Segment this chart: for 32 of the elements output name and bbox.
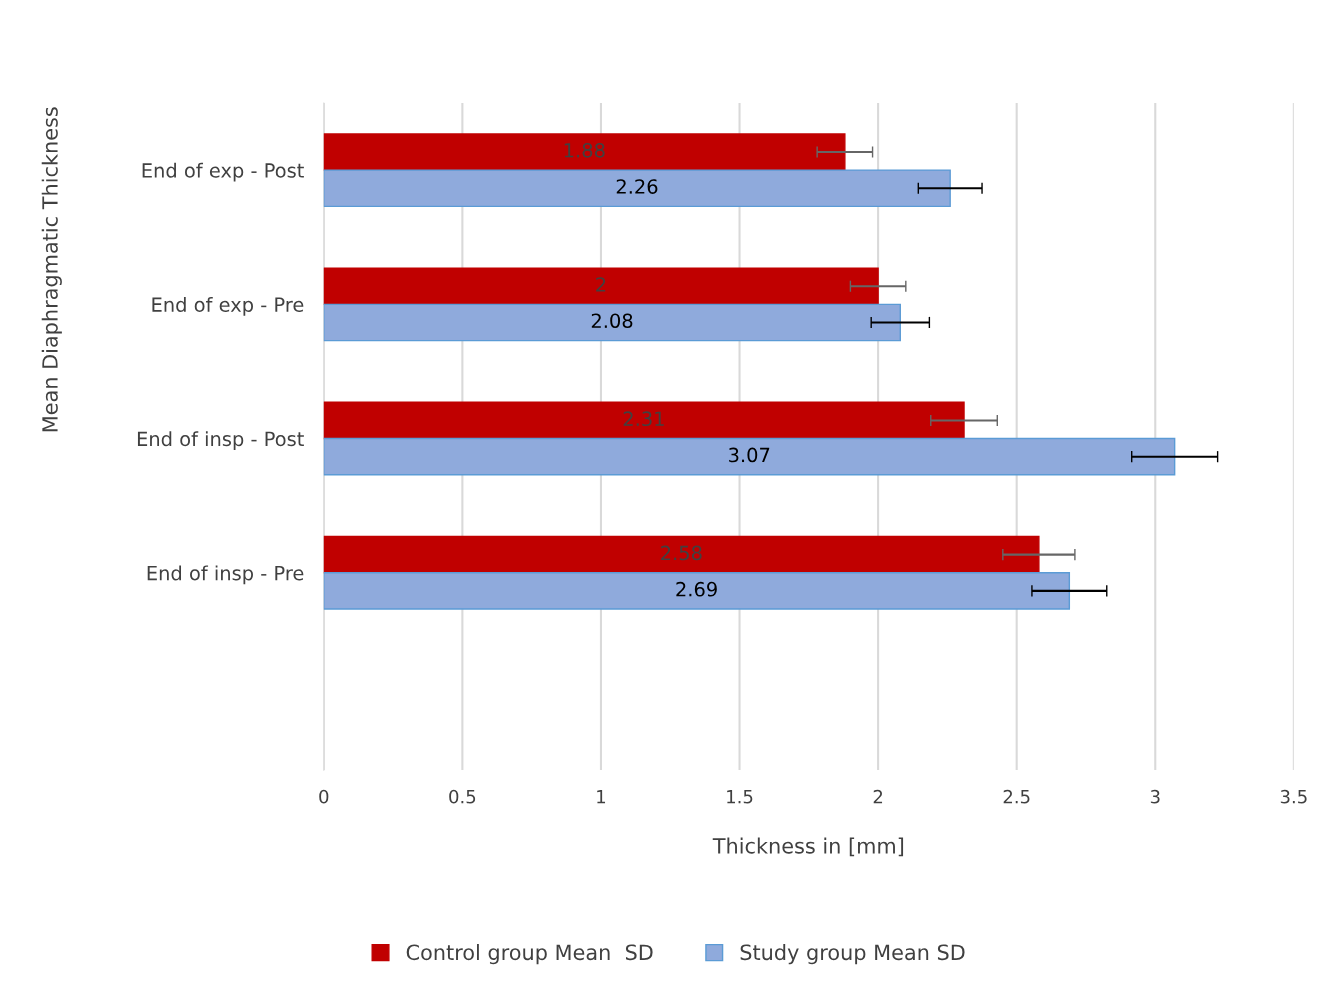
x-tick-label: 3.5 [1280,789,1307,804]
bar [323,572,1071,610]
y-tick-label: End of exp - Pre [152,296,304,316]
x-tick-label: 0.5 [449,789,476,804]
legend-label: Study group Mean SD [740,944,965,965]
y-tick-label: End of insp - Post [137,431,304,450]
bar [323,437,1176,476]
data-label: 2.58 [661,545,702,561]
x-tick-label: 1.5 [727,790,753,804]
x-tick-label: 1 [597,790,606,804]
x-tick-label: 3 [1150,789,1160,804]
data-label: 3.07 [729,447,770,463]
data-label: 2.69 [676,581,717,597]
legend-label: Control group Mean SD [406,944,653,965]
bar [323,535,1040,574]
x-tick-label: 0 [319,789,329,804]
data-label: 2.08 [591,313,633,329]
x-tick-label: 2 [873,789,883,804]
bar [323,401,965,440]
data-label: 2.31 [623,411,664,427]
x-axis-title: Thickness in [mm] [712,837,904,857]
x-tick-label: 2.5 [1003,789,1030,804]
data-label: 2.26 [616,179,658,194]
y-tick-label: End of insp - Pre [147,565,304,585]
bar [323,169,951,208]
bar [323,303,901,342]
y-tick-label: End of exp - Post [142,162,304,182]
bar [323,133,846,171]
bar [323,267,879,306]
y-axis-title: Mean Diaphragmatic Thickness [41,107,62,432]
data-label: 1.88 [564,142,605,158]
data-label: 2 [596,277,606,292]
